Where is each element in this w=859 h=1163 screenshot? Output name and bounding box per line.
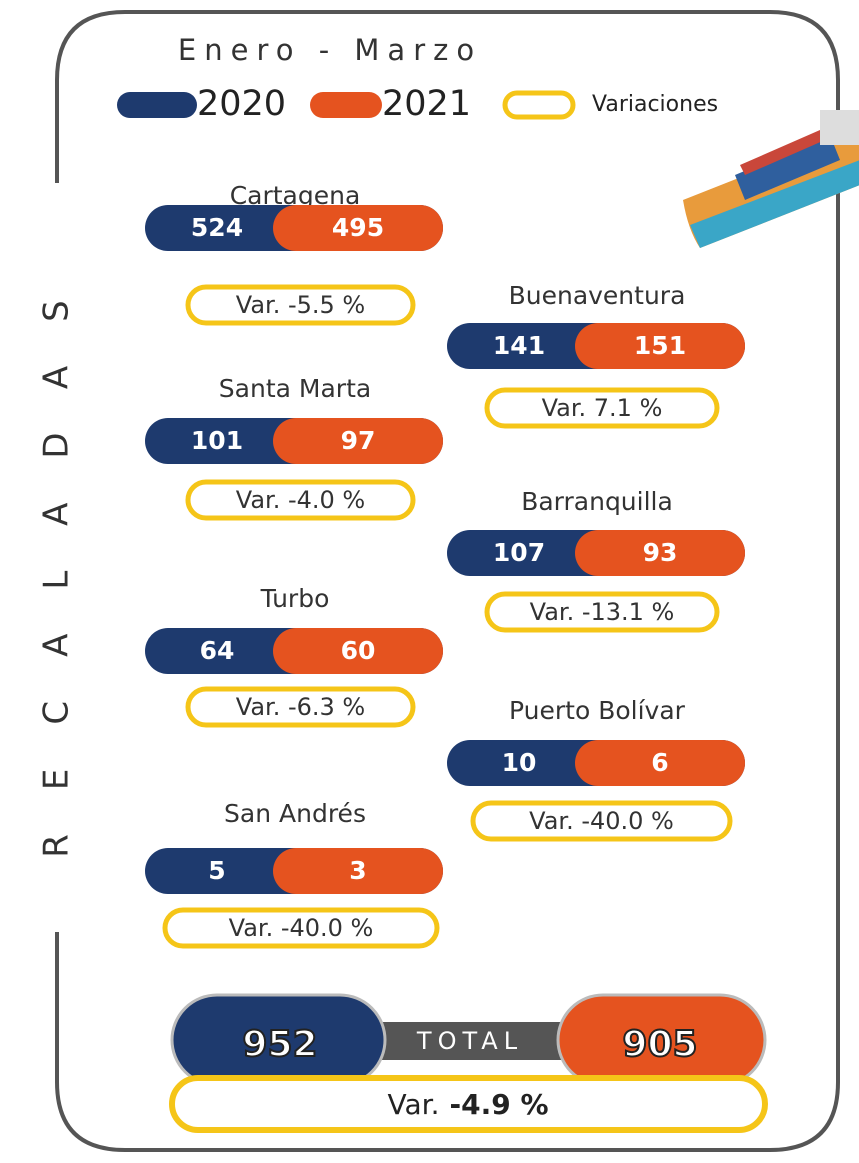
legend-variaciones: Variaciones: [592, 92, 718, 117]
pill-2021: [273, 848, 443, 894]
side-title: RECALADAS: [37, 256, 77, 858]
pill-2021: [273, 628, 443, 674]
variation: Var. -4.0 %: [236, 486, 365, 514]
legend-swatch-var: [502, 90, 576, 120]
value-2020: 64: [200, 636, 235, 665]
variation-box: [484, 591, 720, 633]
total-value-2020: 952: [242, 1024, 317, 1065]
value-2020: 101: [191, 426, 243, 455]
pill-2021: [575, 323, 745, 369]
value-2020: 5: [208, 856, 225, 885]
total-variation-value: -4.9 %: [449, 1088, 548, 1121]
variation-box: [484, 387, 720, 429]
value-2021: 3: [349, 856, 366, 885]
total-variation: Var. -4.9 %: [387, 1088, 548, 1121]
variation: Var. 7.1 %: [542, 394, 663, 422]
variation: Var. -13.1 %: [530, 598, 675, 626]
ship: [683, 110, 859, 248]
total-label: TOTAL: [416, 1027, 523, 1055]
value-2021: 6: [651, 748, 668, 777]
pill-2021: [273, 205, 443, 251]
value-2021: 495: [332, 213, 384, 242]
variation: Var. -40.0 %: [229, 914, 374, 942]
variation-box: [470, 800, 733, 842]
total-variation-box: [169, 1075, 768, 1133]
total-bar: [370, 1022, 570, 1060]
legend-swatch-2021: [310, 92, 382, 118]
value-2020: 107: [493, 538, 545, 567]
pill-2021: [575, 740, 745, 786]
value-2021: 97: [341, 426, 376, 455]
variation: Var. -6.3 %: [236, 693, 365, 721]
port-name: Puerto Bolívar: [509, 696, 686, 725]
port-name: Turbo: [260, 584, 330, 613]
value-2020: 10: [502, 748, 537, 777]
legend-2020: 2020: [197, 84, 286, 124]
port-name: Barranquilla: [521, 487, 673, 516]
value-2021: 151: [634, 331, 686, 360]
value-2021: 93: [643, 538, 678, 567]
variation-box: [185, 686, 416, 728]
frame: [55, 10, 840, 1152]
pill-2021: [575, 530, 745, 576]
port-name: San Andrés: [224, 799, 366, 828]
variation-box: [162, 907, 440, 949]
value-2020: 524: [191, 213, 243, 242]
variation-box: [185, 479, 416, 521]
variation-box: [185, 284, 416, 326]
value-2021: 60: [341, 636, 376, 665]
legend-2021: 2021: [382, 84, 471, 124]
total-variation-prefix: Var.: [387, 1088, 439, 1121]
variation: Var. -5.5 %: [236, 291, 365, 319]
pill-2021: [273, 418, 443, 464]
legend-swatch-2020: [117, 92, 197, 118]
period: Enero - Marzo: [178, 33, 482, 67]
total-value-2021: 905: [622, 1024, 697, 1065]
port-name: Santa Marta: [219, 374, 371, 403]
variation: Var. -40.0 %: [529, 807, 674, 835]
value-2020: 141: [493, 331, 545, 360]
port-name: Buenaventura: [509, 281, 686, 310]
